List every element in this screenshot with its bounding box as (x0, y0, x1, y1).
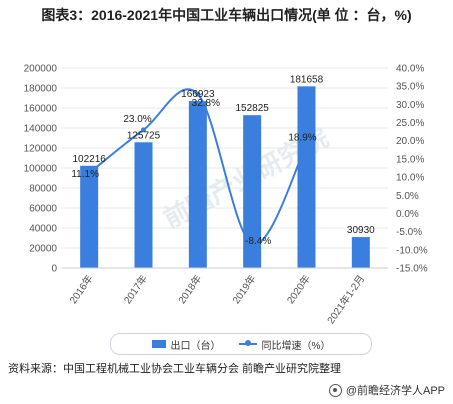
left-tick-label: 40000 (29, 224, 57, 235)
left-tick-label: 160000 (24, 104, 58, 115)
bar (134, 142, 153, 268)
bar-value-label: 181658 (290, 74, 324, 85)
left-tick-label: 60000 (29, 204, 57, 215)
left-axis: 0 20000 40000 60000 80000 100000 120000 140000 1… (24, 64, 58, 275)
left-tick-label: 180000 (24, 84, 58, 95)
bar-value-label: 102216 (72, 154, 106, 165)
growth-point (86, 170, 92, 176)
growth-value-label: 23.0% (123, 114, 151, 125)
growth-point (195, 91, 201, 97)
grid-lines (62, 67, 388, 269)
chart-canvas: 前瞻产业研究院 02000040000600008000010000012000… (24, 64, 428, 327)
legend-label-export: 出口（台） (170, 340, 221, 352)
bar (80, 165, 99, 268)
x-tick-label: 2018年 (175, 272, 204, 306)
right-tick-label: 35.0% (396, 82, 424, 93)
left-tick-label: 140000 (24, 124, 58, 135)
legend-item-growth: 同比增速（%） (238, 337, 331, 352)
brand-logo-icon (328, 383, 342, 397)
growth-value-label: 32.8% (192, 98, 220, 109)
growth-line (88, 88, 308, 246)
source-note: 资料来源：中国工程机械工业协会工业车辆分会 前瞻产业研究院整理 (8, 363, 342, 375)
left-tick-label: 100000 (24, 164, 58, 175)
right-axis: -15.0% -10.0% -5.0% 0.0% 5.0% 10.0% 15.0% 20.0%… (396, 64, 428, 275)
data-labels: 102216 125725 166923 152825 181658 30930 11.1%… (71, 74, 375, 247)
brand-text: @前瞻经济学人APP (345, 385, 445, 397)
bar (188, 101, 207, 268)
growth-point (249, 241, 255, 247)
left-tick-label: 200000 (24, 64, 58, 75)
brand-credit: @前瞻经济学人APP (328, 382, 445, 398)
left-tick-label: 120000 (24, 144, 58, 155)
x-tick-label: 2016年 (66, 272, 95, 306)
growth-value-label: 11.1% (71, 169, 99, 180)
right-tick-label: -5.0% (396, 227, 422, 238)
legend-item-export: 出口（台） (151, 337, 221, 352)
legend-line-swatch (238, 340, 257, 346)
legend-bar-swatch (151, 340, 166, 348)
right-tick-label: 40.0% (396, 64, 424, 75)
right-tick-label: 5.0% (396, 191, 419, 202)
bar-value-label: 152825 (235, 103, 269, 114)
legend: 出口（台） 同比增速（%） (110, 333, 372, 355)
left-tick-label: 80000 (29, 184, 57, 195)
chart-title: 图表3：2016-2021年中国工业车辆出口情况(单 位 ：台，%) (41, 7, 412, 23)
left-tick-label: 0 (51, 264, 57, 275)
bar-value-label: 30930 (347, 225, 375, 236)
right-tick-label: -15.0% (396, 264, 428, 275)
growth-line-series (86, 88, 309, 247)
right-tick-label: 10.0% (396, 173, 424, 184)
growth-value-label: 18.9% (288, 133, 316, 144)
growth-point (304, 142, 309, 148)
legend-label-growth: 同比增速（%） (261, 340, 331, 352)
right-tick-label: 0.0% (396, 209, 419, 220)
growth-point (141, 127, 146, 133)
bar-value-label: 125725 (127, 130, 161, 141)
right-tick-label: -10.0% (396, 245, 428, 256)
bar (243, 115, 262, 268)
bar (351, 237, 370, 268)
x-tick-label: 2020年 (284, 272, 313, 306)
bar-series (80, 86, 370, 268)
x-axis: 2016年 2017年 2018年 2019年 2020年 2021年1-2月 (62, 267, 388, 326)
bar (297, 86, 316, 268)
growth-value-label: -8.4% (245, 236, 271, 247)
left-tick-label: 20000 (29, 244, 57, 255)
right-tick-label: 25.0% (396, 118, 424, 129)
right-tick-label: 30.0% (396, 100, 424, 111)
right-tick-label: 20.0% (396, 136, 424, 147)
x-tick-label: 2021年1-2月 (324, 272, 367, 326)
right-tick-label: 15.0% (396, 154, 424, 165)
x-tick-label: 2019年 (229, 272, 258, 306)
bar-value-label: 166923 (181, 89, 215, 100)
x-tick-label: 2017年 (121, 272, 150, 306)
